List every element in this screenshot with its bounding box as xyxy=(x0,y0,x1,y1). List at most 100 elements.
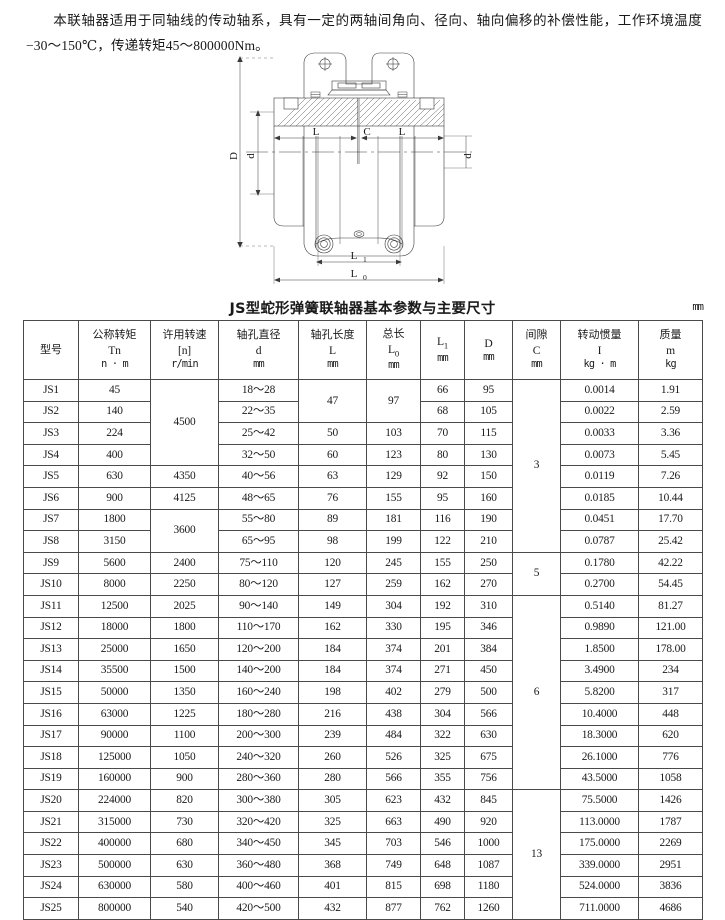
cell-m: 1058 xyxy=(638,767,703,791)
cell-n: 4500 xyxy=(150,378,219,467)
cell-d: 110～170 xyxy=(218,616,299,640)
cell-D: 675 xyxy=(464,746,513,769)
cell-d: 40～56 xyxy=(218,465,299,488)
cell-n: 900 xyxy=(150,767,219,791)
cell-n: 4125 xyxy=(150,486,219,510)
cell-model: JS22 xyxy=(23,832,79,856)
cell-C: 13 xyxy=(512,789,561,920)
cell-d: 160～240 xyxy=(218,681,299,704)
cell-tn: 140 xyxy=(78,400,151,424)
cell-D: 566 xyxy=(464,702,513,726)
table-row: JS23 500000 630 360～480 368 749 648 1087 339.000… xyxy=(23,854,703,877)
cell-d: 280～360 xyxy=(218,767,299,791)
cell-L: 149 xyxy=(298,594,367,618)
header-label-cn: 轴孔长度 xyxy=(310,328,355,342)
cell-L0: 663 xyxy=(366,810,421,834)
bore-right-body xyxy=(413,126,445,227)
header-label-symbol: m xyxy=(666,343,675,357)
cell-I: 10.4000 xyxy=(560,702,639,726)
header-cell-L1: L1 mm xyxy=(420,320,465,380)
cell-I: 18.3000 xyxy=(560,724,639,748)
cell-I: 0.0073 xyxy=(560,443,639,467)
cell-L: 162 xyxy=(298,616,367,640)
cell-n: 580 xyxy=(150,875,219,899)
cell-tn: 35500 xyxy=(78,659,151,683)
cell-L0: 97 xyxy=(366,378,421,424)
header-label-symbol: L0 xyxy=(388,342,399,359)
header-label-cn: 质量 xyxy=(659,328,682,342)
cell-I: 0.9890 xyxy=(560,616,639,640)
cell-L: 260 xyxy=(298,746,367,769)
cell-L0: 877 xyxy=(366,897,421,920)
cell-model: JS13 xyxy=(23,638,79,661)
table-row: JS11 12500 2025 90～140 149 304 192 310 6 0.5140 81… xyxy=(23,594,703,791)
cell-I: 43.5000 xyxy=(560,767,639,791)
header-label-unit: mm xyxy=(388,360,399,372)
header-label-cn: 总长 xyxy=(382,327,405,341)
cell-L0: 374 xyxy=(366,638,421,661)
cell-model: JS15 xyxy=(23,681,79,704)
cell-tn: 3150 xyxy=(78,530,151,553)
table-unit-note: mm xyxy=(692,301,704,313)
cell-d: 18～28 xyxy=(218,379,299,402)
header-label-unit: kg · m xyxy=(583,359,616,371)
cell-D: 210 xyxy=(464,530,513,553)
cell-tn: 63000 xyxy=(78,702,151,726)
cell-L0: 526 xyxy=(366,746,421,769)
cell-tn: 400000 xyxy=(78,832,151,856)
cell-m: 54.45 xyxy=(638,573,703,596)
cell-d: 25～42 xyxy=(218,422,299,445)
cell-L0: 155 xyxy=(366,486,421,510)
cell-model: JS2 xyxy=(23,400,79,424)
cell-tn: 224000 xyxy=(78,789,151,812)
cell-m: 42.22 xyxy=(638,551,703,575)
header-cell-L0: 总长 L0 mm xyxy=(366,320,421,380)
cell-I: 175.0000 xyxy=(560,832,639,856)
cell-L: 127 xyxy=(298,573,367,596)
cell-d: 90～140 xyxy=(218,594,299,618)
cell-model: JS8 xyxy=(23,530,79,553)
cell-L1: 762 xyxy=(420,897,465,920)
table-row: JS9 5600 2400 75～110 120 245 155 250 5 0.1780 42.2… xyxy=(23,551,703,596)
cell-L1: 195 xyxy=(420,616,465,640)
header-label-unit: mm xyxy=(531,359,542,371)
cell-d: 75～110 xyxy=(218,551,299,575)
cell-I: 0.5140 xyxy=(560,594,639,618)
cover-bolt-left xyxy=(318,57,332,71)
cell-tn: 12500 xyxy=(78,594,151,618)
header-label-symbol: C xyxy=(532,343,541,357)
table-row: JS1 45 4500 18～28 47 97 66 95 3 0.0014 1.91 xyxy=(23,378,703,553)
cell-n: 1650 xyxy=(150,638,219,661)
cell-model: JS20 xyxy=(23,789,79,812)
cell-I: 0.1780 xyxy=(560,551,639,575)
cell-I: 339.0000 xyxy=(560,854,639,877)
cell-model: JS1 xyxy=(23,379,79,402)
cell-d: 420～500 xyxy=(218,897,299,920)
table-row: JS19 160000 900 280～360 280 566 355 756 43.5000 1… xyxy=(23,767,703,791)
cell-n: 2250 xyxy=(150,573,219,596)
cell-D: 270 xyxy=(464,573,513,596)
header-label-unit: n · m xyxy=(101,359,128,371)
cell-n: 1225 xyxy=(150,702,219,726)
cell-C: 5 xyxy=(512,551,561,596)
cell-m: 2.59 xyxy=(638,400,703,424)
cell-tn: 400 xyxy=(78,443,151,467)
cell-I: 0.2700 xyxy=(560,573,639,596)
cell-L: 60 xyxy=(298,443,367,467)
table-row: JS22 400000 680 340～450 345 703 546 1000 175.000… xyxy=(23,832,703,856)
cell-L1: 698 xyxy=(420,875,465,899)
cell-model: JS19 xyxy=(23,767,79,791)
cell-D: 845 xyxy=(464,789,513,812)
cell-L: 368 xyxy=(298,854,367,877)
keyway-left xyxy=(283,97,299,110)
cell-I: 0.0022 xyxy=(560,400,639,424)
table-body: JS1 45 4500 18～28 47 97 66 95 3 0.0014 1.91 JS2 140 2… xyxy=(23,378,703,920)
header-label-unit: mm xyxy=(327,359,338,371)
table-row: JS14 35500 1500 140～200 184 374 271 450 3.4900 23… xyxy=(23,659,703,683)
cell-tn: 5600 xyxy=(78,551,151,575)
cell-m: 121.00 xyxy=(638,616,703,640)
table-title: JS型蛇形弹簧联轴器基本参数与主要尺寸 xyxy=(229,301,496,317)
dim-label-L0-subscript: 0 xyxy=(363,273,367,282)
